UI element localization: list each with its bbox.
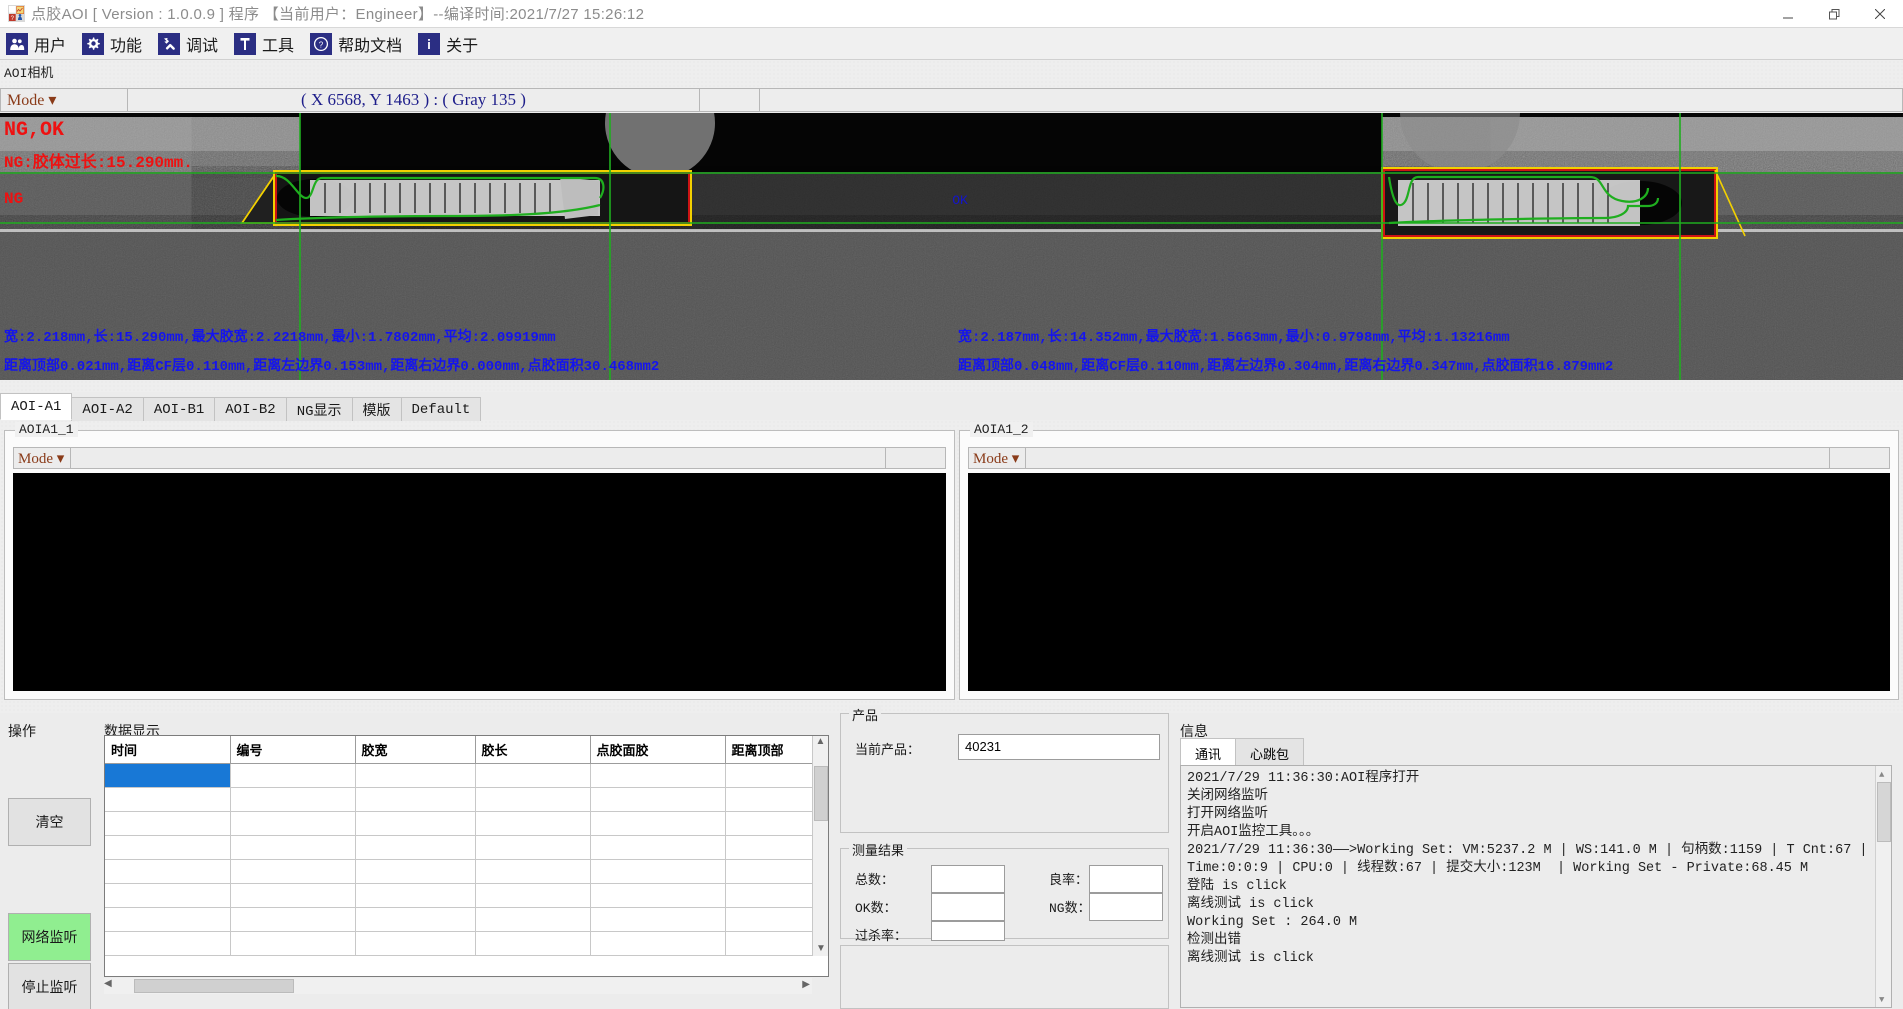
svg-text:OK: OK: [952, 193, 968, 208]
svg-text:NG,OK: NG,OK: [4, 119, 64, 142]
svg-text:宽:2.218mm,长:15.290mm,最大胶宽:2.22: 宽:2.218mm,长:15.290mm,最大胶宽:2.2218mm,最小:1.…: [4, 328, 556, 346]
svg-text:?: ?: [319, 40, 324, 49]
svg-text:NG:胶体过长:15.290mm.: NG:胶体过长:15.290mm.: [4, 152, 193, 172]
svg-text:距离顶部0.021mm,距离CF层0.110mm,距离左边界: 距离顶部0.021mm,距离CF层0.110mm,距离左边界0.153mm,距离…: [4, 357, 659, 375]
svg-text:距离顶部0.048mm,距离CF层0.110mm,距离左边界: 距离顶部0.048mm,距离CF层0.110mm,距离左边界0.304mm,距离…: [958, 357, 1613, 375]
svg-text:NG: NG: [4, 190, 23, 208]
svg-text:宽:2.187mm,长:14.352mm,最大胶宽:1.56: 宽:2.187mm,长:14.352mm,最大胶宽:1.5663mm,最小:0.…: [958, 328, 1510, 346]
